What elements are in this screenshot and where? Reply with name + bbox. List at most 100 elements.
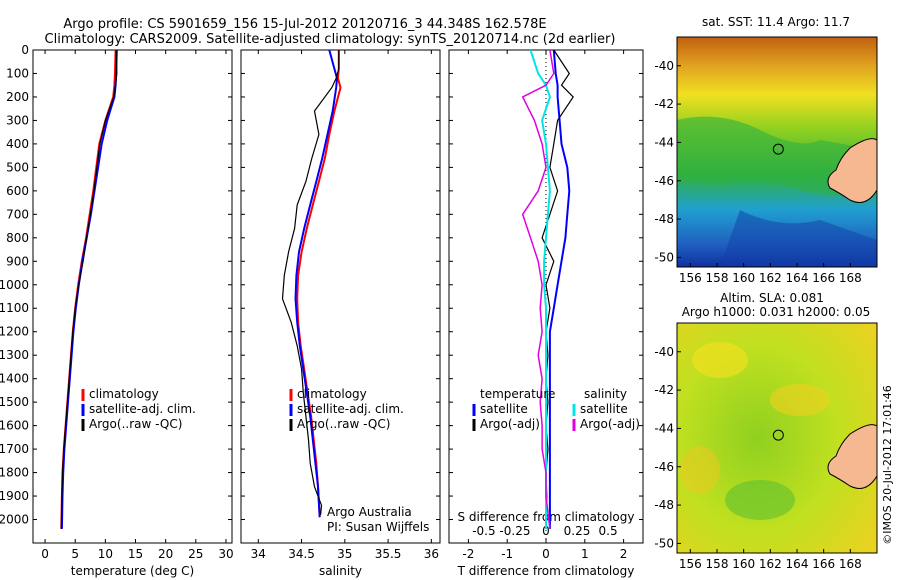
x-tick-label: 35 xyxy=(337,547,352,561)
legend-header: temperature xyxy=(480,387,555,401)
legend-label: climatology xyxy=(297,387,367,401)
map-y-tick-label: -44 xyxy=(654,421,674,435)
y-tick-label: 500 xyxy=(6,160,29,174)
y-tick-label: 100 xyxy=(6,66,29,80)
x-tick-label: 34.5 xyxy=(288,547,315,561)
x-axis-label: T difference from climatology xyxy=(457,564,635,578)
series-line-2 xyxy=(529,49,551,529)
header-line-1: Argo profile: CS 5901659_156 15-Jul-2012… xyxy=(63,17,546,32)
map-x-tick-label: 158 xyxy=(706,557,729,571)
annotation-line-2: PI: Susan Wijffels xyxy=(327,520,429,534)
map-frame xyxy=(676,322,878,554)
y-tick-label: 1400 xyxy=(0,372,29,386)
float-position-marker xyxy=(772,143,784,155)
y-tick-label: 600 xyxy=(6,184,29,198)
map-y-tick-label: -48 xyxy=(654,212,674,226)
plot-frame xyxy=(32,49,233,544)
sla-map-title: Altim. SLA: 0.081 xyxy=(720,291,824,305)
y-tick-label: 1900 xyxy=(0,489,29,503)
map-x-tick-label: 160 xyxy=(732,557,755,571)
x-axis-label: temperature (deg C) xyxy=(71,564,194,578)
map-y-tick-label: -40 xyxy=(654,345,674,359)
y-tick-label: 700 xyxy=(6,207,29,221)
y-tick-label: 0 xyxy=(21,43,29,57)
sst-map-land xyxy=(827,138,877,203)
map-y-tick-label: -50 xyxy=(654,250,674,264)
x-tick-label: 35.5 xyxy=(375,547,402,561)
y-tick-label: 1600 xyxy=(0,419,29,433)
sst-map-title: sat. SST: 11.4 Argo: 11.7 xyxy=(702,15,850,29)
sla-map-axes: 156 158 160 162 164 166 168 -40 -42 -44 -46 -48 -50 xyxy=(654,322,878,571)
x-tick-label: 10 xyxy=(98,547,113,561)
x-tick-label: 34 xyxy=(251,547,266,561)
map-x-tick-label: 162 xyxy=(759,271,782,285)
temperature-panel: 0 5 10 15 20 25 30 temperature (deg C) 0 100 200 30… xyxy=(0,43,234,578)
series-line-3 xyxy=(521,49,555,529)
y-tick-label: 1100 xyxy=(0,301,29,315)
x-tick-label: 2 xyxy=(620,547,628,561)
y-tick-label: 400 xyxy=(6,137,29,151)
map-x-tick-label: 166 xyxy=(812,271,835,285)
map-y-tick-label: -42 xyxy=(654,383,674,397)
legend-label: satellite-adj. clim. xyxy=(297,402,404,416)
legend-label: climatology xyxy=(89,387,159,401)
series-line-1 xyxy=(294,49,339,518)
series-line-0 xyxy=(296,50,342,518)
y-tick-label: 2000 xyxy=(0,513,29,527)
map-y-tick-label: -40 xyxy=(654,59,674,73)
x2-tick-label: 0.5 xyxy=(599,524,618,538)
y-tick-label: 1200 xyxy=(0,325,29,339)
y-tick-label: 1500 xyxy=(0,395,29,409)
series-line-1 xyxy=(60,49,118,529)
legend-label: Argo(..raw -QC) xyxy=(89,417,182,431)
sst-map-axes: 156 158 160 162 164 166 168 -40 -42 -44 -46 -48 -50 xyxy=(654,36,878,285)
series-line-0 xyxy=(548,49,571,529)
map-y-tick-label: -42 xyxy=(654,97,674,111)
sla-map-subtitle: Argo h1000: 0.031 h2000: 0.05 xyxy=(682,305,871,319)
map-x-tick-label: 164 xyxy=(786,557,809,571)
map-x-tick-label: 168 xyxy=(839,557,862,571)
legend-label: Argo(-adj) xyxy=(580,417,640,431)
legend-label: satellite xyxy=(580,402,628,416)
salinity-panel: 34 34.5 35 35.5 36 salinity climatologysatelli… xyxy=(240,49,441,578)
plot-frame xyxy=(240,49,441,544)
legend-header: salinity xyxy=(584,387,627,401)
y-tick-label: 900 xyxy=(6,254,29,268)
x-tick-label: 1 xyxy=(581,547,589,561)
footer-stamp: ©IMOS 20-Jul-2012 17:01:46 xyxy=(881,385,894,545)
map-y-tick-label: -46 xyxy=(654,460,674,474)
y-tick-label: 200 xyxy=(6,90,29,104)
x-tick-label: 20 xyxy=(158,547,173,561)
x-tick-label: 5 xyxy=(71,547,79,561)
y-tick-label: 300 xyxy=(6,113,29,127)
map-x-tick-label: 158 xyxy=(706,271,729,285)
map-x-tick-label: 168 xyxy=(839,271,862,285)
y-tick-label: 1700 xyxy=(0,442,29,456)
x-tick-label: 25 xyxy=(188,547,203,561)
x-tick-label: -2 xyxy=(462,547,474,561)
y-tick-label: 1000 xyxy=(0,278,29,292)
map-x-tick-label: 156 xyxy=(679,557,702,571)
x-tick-label: 0 xyxy=(41,547,49,561)
legend-label: Argo(..raw -QC) xyxy=(297,417,390,431)
x2-tick-label: 0 xyxy=(542,524,550,538)
map-y-tick-label: -46 xyxy=(654,174,674,188)
x2-tick-label: -0.25 xyxy=(499,524,530,538)
map-x-tick-label: 156 xyxy=(679,271,702,285)
legend-label: satellite xyxy=(480,402,528,416)
map-y-tick-label: -48 xyxy=(654,498,674,512)
x-axis-label: salinity xyxy=(319,564,362,578)
legend-label: satellite-adj. clim. xyxy=(89,402,196,416)
series-line-2 xyxy=(60,49,118,529)
annotation-line-1: Argo Australia xyxy=(327,505,412,519)
y-tick-label: 800 xyxy=(6,231,29,245)
map-y-tick-label: -44 xyxy=(654,135,674,149)
y-tick-label: 1800 xyxy=(0,466,29,480)
x-tick-label: -1 xyxy=(501,547,513,561)
x-tick-label: 30 xyxy=(218,547,233,561)
legend-label: Argo(-adj) xyxy=(480,417,540,431)
series-line-2 xyxy=(281,50,340,515)
map-x-tick-label: 162 xyxy=(759,557,782,571)
x2-tick-label: -0.5 xyxy=(472,524,495,538)
map-x-tick-label: 166 xyxy=(812,557,835,571)
